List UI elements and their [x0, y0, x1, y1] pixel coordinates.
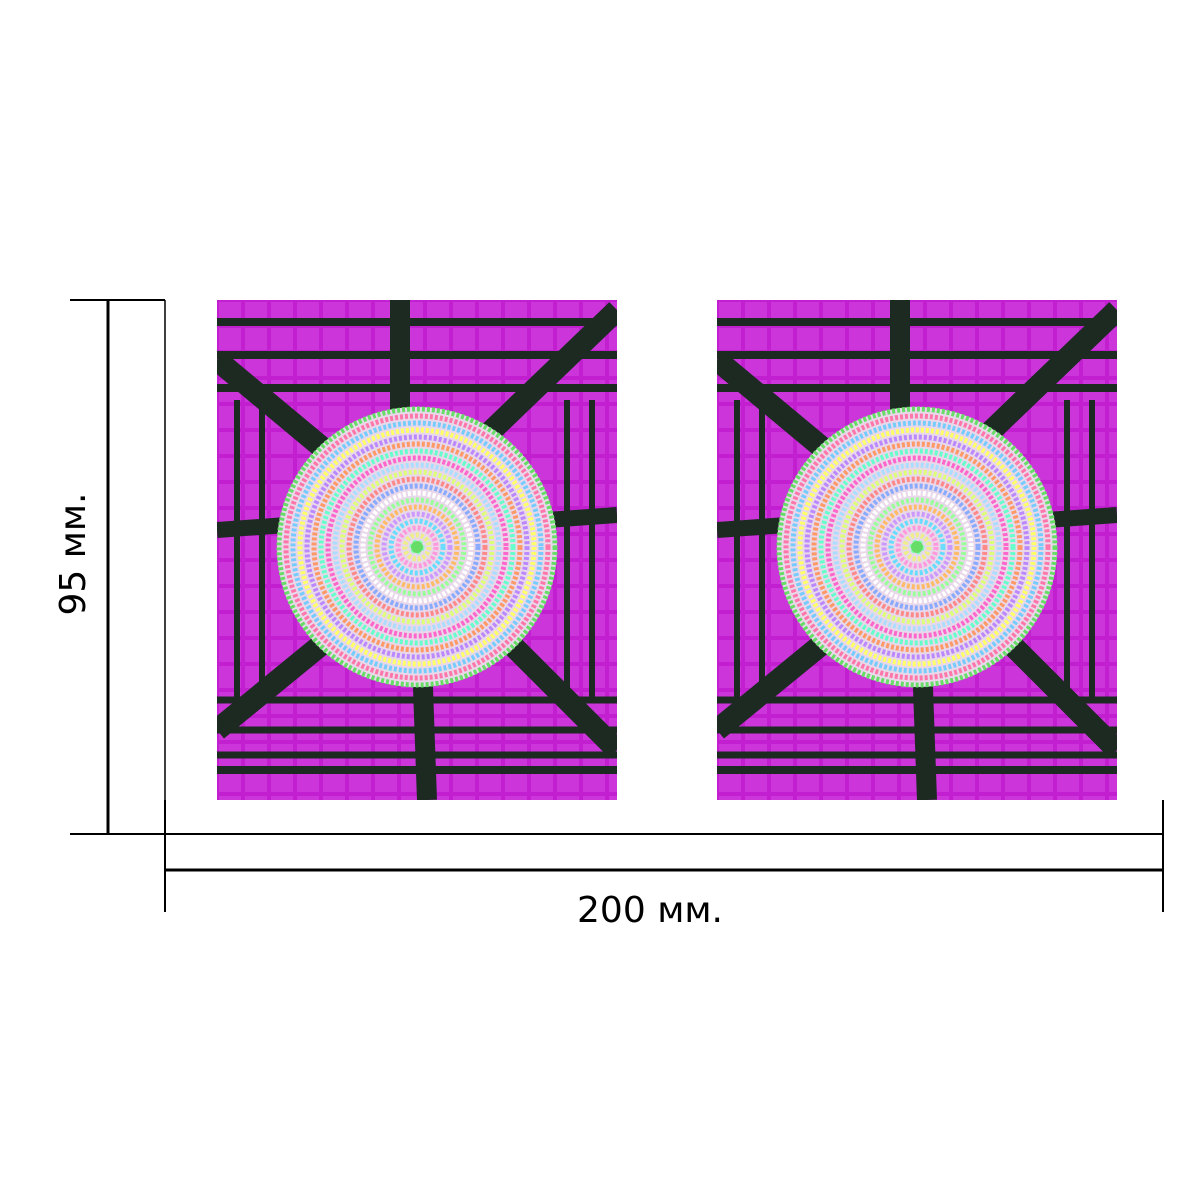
- ceiling-chandelier-photo-right: [717, 300, 1117, 800]
- height-dimension-label: 95 мм.: [53, 492, 94, 616]
- ceiling-beams: [717, 300, 1117, 800]
- ceiling-beams: [217, 300, 617, 800]
- chandelier-rings: [276, 406, 558, 688]
- chandelier-rings: [776, 406, 1058, 688]
- ceiling-chandelier-photo-left: [217, 300, 617, 800]
- ceiling-chandelier-image: [217, 300, 617, 800]
- width-dimension-label: 200 мм.: [577, 890, 723, 931]
- ceiling-chandelier-image: [717, 300, 1117, 800]
